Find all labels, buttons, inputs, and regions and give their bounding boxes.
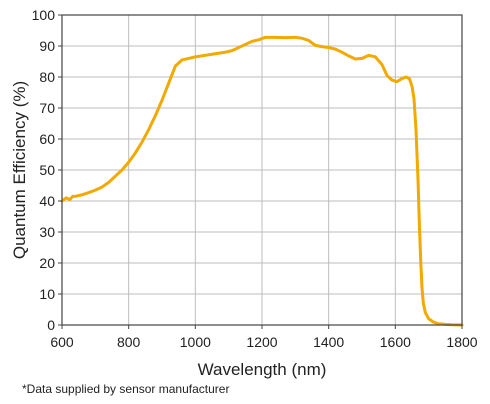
series-point — [404, 75, 408, 79]
series-point — [390, 78, 394, 82]
series-point — [414, 128, 418, 131]
series-point — [237, 46, 240, 49]
y-axis-title: Quantum Efficiency (%) — [10, 81, 29, 259]
series-point — [416, 178, 420, 181]
x-tick-label: 600 — [50, 334, 74, 350]
series-point — [427, 317, 430, 320]
series-point — [437, 322, 440, 325]
series-point — [187, 57, 190, 60]
series-point — [340, 51, 344, 54]
series-point — [314, 44, 317, 47]
series-point — [418, 221, 421, 224]
y-tick-label: 80 — [39, 69, 55, 85]
y-tick-label: 10 — [39, 286, 55, 302]
series-point — [410, 85, 414, 88]
series-point — [294, 36, 297, 39]
series-point — [360, 57, 364, 60]
x-tick-label: 1400 — [313, 334, 344, 350]
series-point — [100, 185, 104, 189]
series-point — [367, 54, 370, 57]
series-point — [400, 77, 404, 80]
series-point — [374, 55, 377, 59]
series-point — [422, 302, 425, 305]
series-point — [408, 77, 411, 80]
label-layer: 600 800 1000 1200 1400 1600 1800 0 10 20 30 40 50 60 7… — [10, 7, 478, 379]
y-tick-label: 100 — [32, 7, 56, 23]
series-layer — [60, 35, 464, 327]
y-tick-label: 20 — [39, 255, 55, 271]
series-point — [274, 36, 277, 39]
y-tick-label: 70 — [39, 100, 55, 116]
series-point — [147, 128, 150, 131]
y-tick-label: 60 — [39, 131, 55, 147]
series-point — [380, 63, 384, 66]
series-point — [354, 57, 357, 61]
y-tick-label: 90 — [39, 38, 55, 54]
series-point — [120, 168, 124, 172]
series-point — [230, 49, 234, 52]
series-point — [68, 198, 72, 201]
series-point — [250, 40, 254, 43]
y-tick-label: 30 — [39, 224, 55, 240]
series-point — [385, 74, 389, 77]
series-point — [87, 191, 90, 194]
axis-layer — [58, 14, 463, 329]
series-point — [327, 46, 330, 49]
series-point — [204, 54, 207, 57]
x-tick-label: 1000 — [180, 334, 211, 350]
series-point — [160, 99, 164, 102]
x-tick-label: 1200 — [246, 334, 277, 350]
series-point — [114, 175, 117, 178]
footnote: *Data supplied by sensor manufacturer — [22, 382, 230, 396]
x-tick-label: 1800 — [446, 334, 477, 350]
series-point — [307, 39, 310, 42]
series-point — [64, 196, 68, 200]
series-point — [94, 188, 97, 192]
series-point — [419, 258, 422, 262]
series-line-0 — [60, 35, 464, 327]
y-tick-label: 50 — [39, 162, 55, 178]
series-point — [167, 82, 170, 85]
series-point — [194, 55, 197, 59]
series-point — [300, 37, 304, 40]
series-point — [180, 58, 184, 62]
series-point — [127, 161, 130, 164]
series-point — [154, 114, 157, 117]
series-point — [347, 54, 350, 58]
series-point — [420, 286, 424, 289]
series-point — [264, 36, 267, 39]
y-tick-label: 40 — [39, 193, 55, 209]
series-point — [224, 51, 227, 54]
series-point — [71, 195, 74, 198]
series-point — [244, 43, 247, 46]
series-point — [214, 52, 217, 55]
series-point — [140, 140, 144, 144]
series-point — [74, 195, 77, 198]
series-point — [80, 193, 84, 196]
series-point — [412, 97, 416, 100]
series-point — [424, 311, 427, 314]
series-point — [395, 80, 399, 83]
series-point — [174, 64, 177, 68]
series-point — [320, 45, 324, 48]
series-point — [107, 181, 110, 184]
series-point — [334, 47, 337, 51]
series-point — [284, 36, 287, 39]
series-point — [432, 321, 435, 324]
x-tick-label: 1600 — [380, 334, 411, 350]
y-tick-label: 0 — [47, 317, 55, 333]
x-tick-label: 800 — [117, 334, 141, 350]
x-axis-title: Wavelength (nm) — [198, 360, 327, 379]
series-point — [257, 38, 260, 41]
series-point — [134, 151, 137, 155]
